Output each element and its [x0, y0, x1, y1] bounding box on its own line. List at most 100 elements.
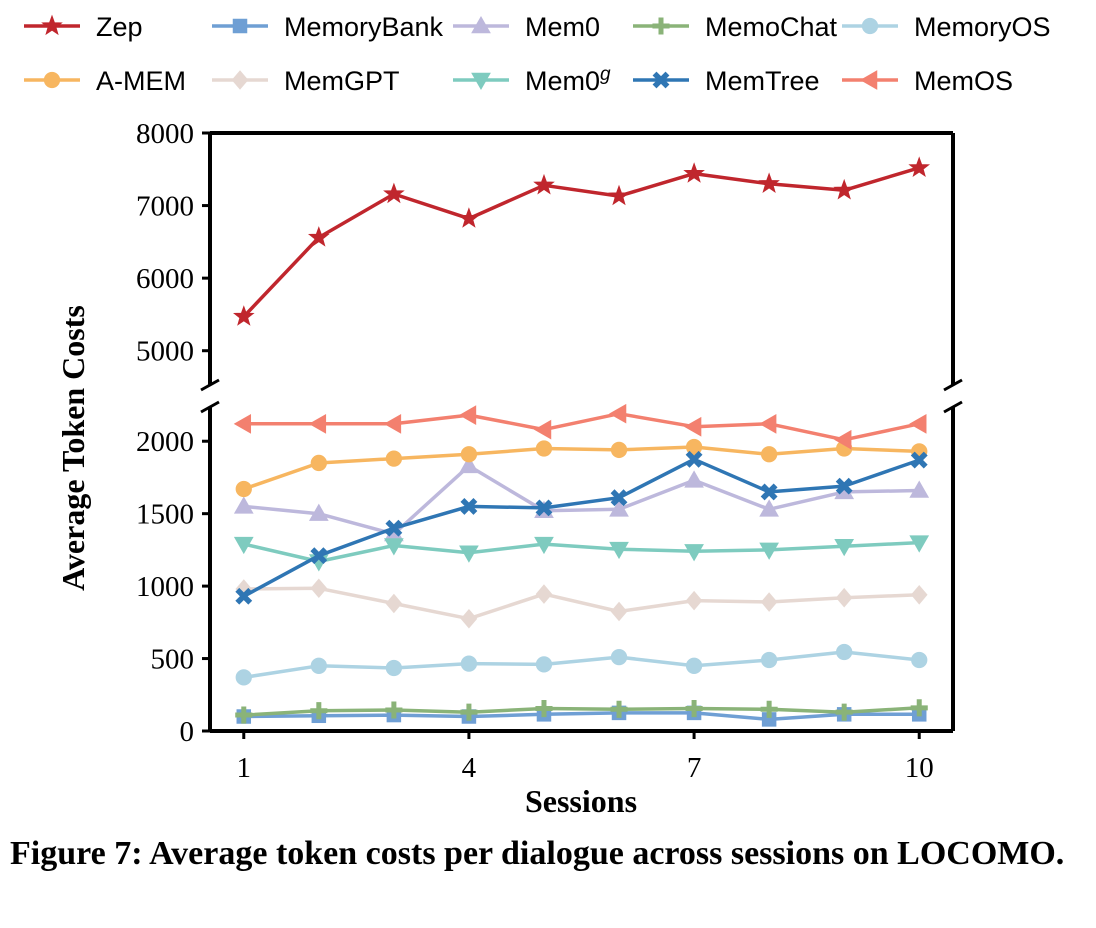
y-upper-tick-label: 5000 [136, 336, 194, 368]
mem0-point [233, 496, 254, 514]
zep-point [758, 172, 780, 194]
mem0g-point [384, 538, 404, 556]
memgpt-point [685, 590, 703, 611]
zep-point [908, 156, 931, 177]
zep-point [533, 173, 555, 195]
mem0-line [243, 464, 920, 536]
series-mem0g [233, 535, 930, 572]
memochat-point [760, 700, 778, 718]
legend-marker [861, 17, 879, 35]
legend-item-memos: MemOS [842, 66, 1013, 96]
memochat-point [610, 700, 628, 718]
zep-point [608, 184, 630, 206]
mem0g-point [909, 535, 930, 553]
memtree-point [310, 547, 328, 565]
x-tick-label: 10 [905, 752, 934, 784]
memoryos-line [243, 650, 920, 680]
memoryos-point [685, 657, 703, 674]
a-mem-point [385, 450, 403, 467]
x-tick-label: 7 [687, 752, 702, 784]
y-lower-tick-label: 500 [151, 644, 195, 676]
legend-item-memtree: MemTree [633, 66, 820, 96]
legend-label: Mem0g [525, 64, 611, 96]
zep-point [308, 226, 330, 247]
memgpt-point [385, 593, 403, 614]
memoryos-point [836, 643, 853, 661]
mem0g-point [609, 541, 629, 560]
legend-marker [232, 18, 248, 34]
token-cost-chart: Zep MemoryBank Mem0 MemoChat MemoryOS A-MEM Me… [24, 12, 1051, 819]
memtree-line [242, 457, 920, 598]
memtree-point [685, 450, 703, 468]
memos-point [308, 413, 327, 434]
mem0g-point [834, 539, 855, 557]
series-mem0 [233, 455, 930, 542]
break-mark-left-upper [200, 378, 220, 392]
break-mark-right-lower [943, 400, 963, 414]
a-mem-line [243, 445, 920, 491]
memoryos-point [385, 659, 403, 677]
legend-marker [652, 71, 670, 89]
legend-item-memorybank: MemoryBank [212, 12, 444, 42]
mem0g-point [759, 542, 779, 560]
series-lines [233, 156, 931, 727]
legend-item-a-mem: A-MEM [24, 66, 186, 96]
mem0g-point [233, 536, 254, 555]
memtree-point [610, 489, 628, 507]
memos-point [233, 413, 252, 434]
a-mem-point [310, 454, 327, 472]
zep-point [833, 178, 856, 200]
memoryos-point [235, 669, 252, 686]
legend-marker [859, 70, 878, 90]
a-mem-point [235, 480, 252, 498]
legend-item-mem0: Mem0 [453, 12, 600, 42]
memgpt-point [610, 601, 628, 622]
legend-label: MemOS [914, 66, 1013, 96]
a-mem-point [760, 446, 778, 463]
memos-point [383, 413, 402, 434]
legend-item-memochat: MemoChat [633, 12, 838, 42]
legend-label: MemoryOS [914, 12, 1051, 42]
figure-caption: Figure 7: Average token costs per dialog… [10, 835, 1065, 872]
legend-item-memoryos: MemoryOS [842, 12, 1051, 42]
legend-label: MemTree [705, 66, 820, 96]
memoryos-point [610, 648, 628, 666]
legend-label: A-MEM [96, 66, 186, 96]
mem0g-point [534, 536, 554, 555]
memos-point [684, 416, 702, 437]
memtree-point [835, 477, 853, 495]
memoryos-point [535, 656, 553, 673]
x-tick-label: 4 [462, 752, 477, 784]
memtree-point [385, 519, 403, 537]
series-memtree [235, 450, 928, 605]
y-axis-label: Average Token Costs [55, 305, 91, 591]
legend-item-zep: Zep [24, 12, 143, 42]
memos-line [243, 411, 920, 442]
axes: 5000 6000 7000 8000 0 500 1000 1500 2000 1 4 7 10 [136, 118, 963, 784]
break-mark-left-lower [200, 400, 220, 414]
legend-marker [43, 71, 61, 89]
y-upper-tick-label: 7000 [136, 191, 194, 223]
legend: Zep MemoryBank Mem0 MemoChat MemoryOS A-MEM Me… [24, 12, 1051, 96]
memgpt-point [460, 608, 478, 629]
mem0g-point [459, 545, 479, 563]
memtree-point [760, 483, 778, 501]
memochat-point [910, 699, 928, 717]
memos-point [533, 419, 552, 440]
memgpt-point [535, 584, 553, 604]
memgpt-point [835, 587, 853, 608]
mem0-point [308, 503, 329, 521]
legend-label-superscript: g [600, 64, 611, 85]
legend-label: MemGPT [284, 66, 400, 96]
memochat-point [460, 703, 478, 721]
mem0-point [459, 455, 479, 474]
series-memgpt [235, 578, 928, 629]
memochat-point [385, 701, 403, 719]
memochat-point [835, 703, 853, 721]
zep-point [458, 207, 480, 228]
legend-marker [652, 17, 670, 35]
mem0-point [909, 480, 930, 498]
zep-line [242, 166, 920, 318]
a-mem-point [685, 438, 703, 456]
x-axis-label: Sessions [525, 783, 637, 819]
